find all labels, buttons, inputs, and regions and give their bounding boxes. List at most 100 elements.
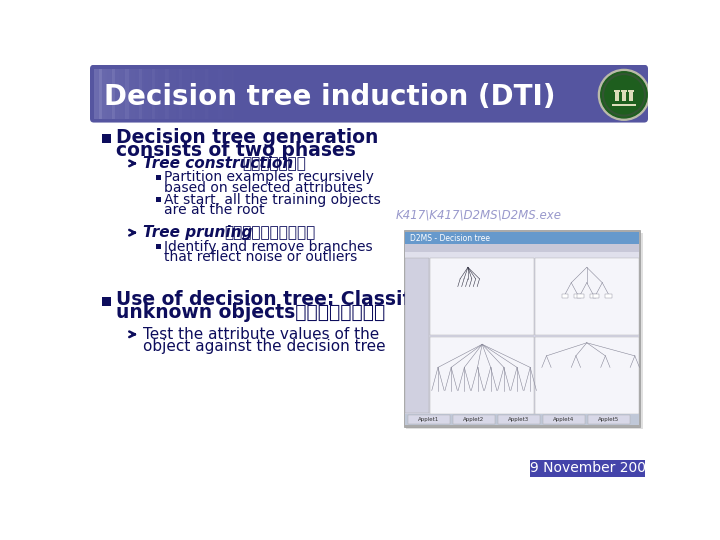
Bar [590, 294, 596, 298]
Bar [135, 69, 136, 119]
Bar [125, 69, 127, 119]
Bar [621, 92, 626, 101]
Bar [117, 69, 118, 119]
Bar [179, 69, 180, 119]
Bar [156, 244, 161, 249]
Bar [223, 69, 225, 119]
Bar [405, 414, 639, 425]
Bar [186, 69, 187, 119]
Bar [184, 69, 185, 119]
Text: unknown objects（新事例の分類）: unknown objects（新事例の分類） [117, 303, 386, 322]
Bar [221, 69, 222, 119]
Bar [100, 69, 102, 119]
Bar [185, 69, 186, 119]
Bar [207, 69, 209, 119]
Bar [160, 69, 161, 119]
Bar [106, 69, 107, 119]
Bar [111, 69, 112, 119]
Bar [189, 69, 190, 119]
Bar [530, 460, 645, 477]
Bar [136, 69, 137, 119]
Bar [165, 69, 166, 119]
Bar [122, 69, 123, 119]
Text: Tree construction: Tree construction [143, 156, 294, 171]
Bar [138, 69, 140, 119]
FancyBboxPatch shape [90, 65, 648, 123]
Bar [170, 69, 171, 119]
Bar [189, 69, 191, 119]
Bar [226, 69, 227, 119]
Bar [173, 69, 174, 119]
Bar [163, 69, 164, 119]
Bar [227, 69, 228, 119]
Bar [192, 69, 193, 119]
Bar [562, 294, 568, 298]
Bar [197, 69, 198, 119]
Bar [201, 69, 202, 119]
Bar [109, 69, 110, 119]
Text: Tree pruning: Tree pruning [143, 225, 253, 240]
Bar [132, 69, 133, 119]
Bar [453, 415, 495, 424]
Bar [203, 69, 204, 119]
Bar [114, 69, 115, 119]
Text: Applet4: Applet4 [553, 417, 574, 422]
Text: Applet1: Applet1 [418, 417, 439, 422]
Bar [181, 69, 182, 119]
Bar [98, 69, 99, 119]
Bar [204, 69, 206, 119]
Text: that reflect noise or outliers: that reflect noise or outliers [164, 251, 358, 264]
Bar [146, 69, 147, 119]
Bar [611, 104, 636, 106]
Bar [431, 336, 534, 414]
Bar [109, 69, 111, 119]
Bar [138, 69, 139, 119]
Bar [220, 69, 222, 119]
Bar [107, 69, 108, 119]
Bar [208, 69, 210, 119]
Text: Decision tree induction (DTI): Decision tree induction (DTI) [104, 83, 555, 111]
Bar [166, 69, 168, 119]
Bar [195, 69, 197, 119]
Bar [120, 69, 121, 119]
Text: Partition examples recursively: Partition examples recursively [164, 170, 374, 184]
Bar [192, 69, 194, 119]
Text: Decision tree generation: Decision tree generation [117, 127, 379, 147]
Bar [225, 69, 226, 119]
Bar [131, 69, 132, 119]
Bar [200, 69, 201, 119]
Bar [211, 69, 212, 119]
Bar [156, 69, 158, 119]
Bar [121, 69, 122, 119]
Bar [150, 69, 152, 119]
Text: At start, all the training objects: At start, all the training objects [164, 193, 381, 206]
Bar [124, 69, 125, 119]
Bar [96, 69, 98, 119]
Text: （構築した木の枝刈）: （構築した木の枝刈） [224, 225, 315, 240]
Bar [210, 69, 211, 119]
Text: Applet2: Applet2 [463, 417, 485, 422]
Bar [112, 69, 114, 119]
Bar [230, 69, 232, 119]
Bar [224, 69, 225, 119]
Bar [406, 233, 642, 429]
Bar [218, 69, 220, 119]
Bar [188, 69, 189, 119]
Bar [176, 69, 177, 119]
Bar [405, 232, 639, 244]
Bar [157, 69, 158, 119]
Bar [119, 69, 120, 119]
Text: Identify and remove branches: Identify and remove branches [164, 240, 373, 253]
Bar [498, 415, 540, 424]
Bar [230, 69, 231, 119]
Bar [169, 69, 171, 119]
Bar [130, 69, 131, 119]
Bar [179, 69, 181, 119]
Text: are at the root: are at the root [164, 204, 265, 217]
Bar [96, 69, 97, 119]
Bar [202, 69, 203, 119]
Bar [116, 69, 117, 119]
Bar [143, 69, 144, 119]
Bar [128, 69, 130, 119]
Bar [95, 69, 96, 119]
